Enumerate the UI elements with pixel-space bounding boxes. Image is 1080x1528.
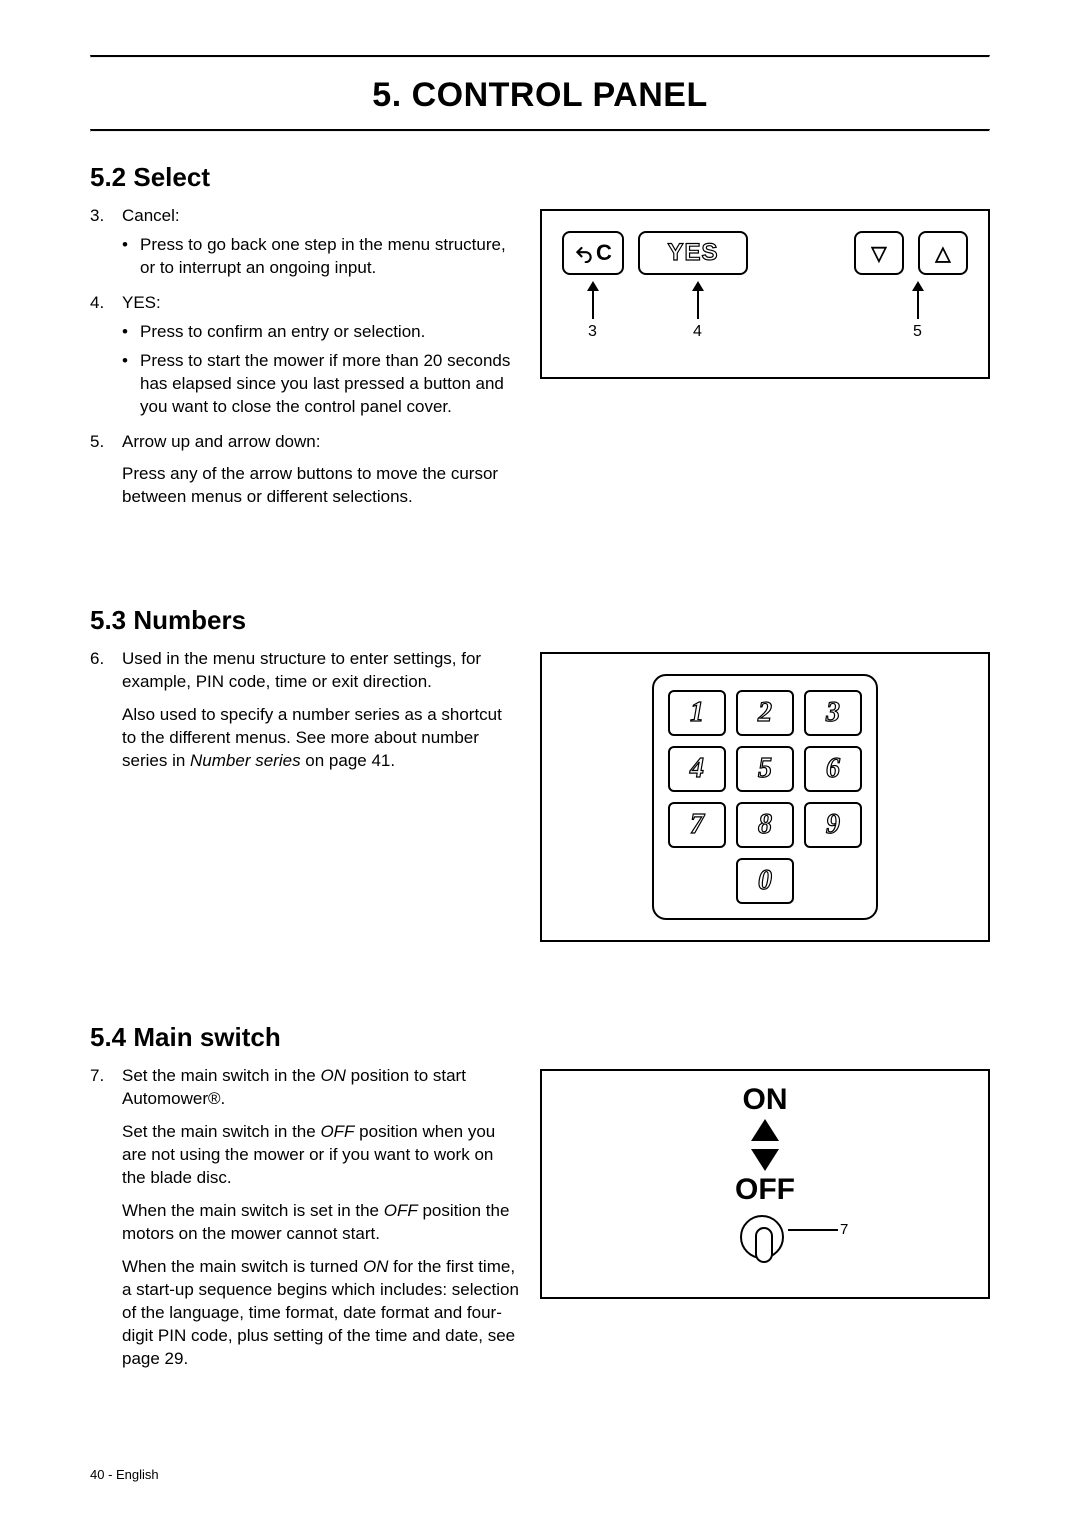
callout-arrow	[592, 289, 594, 319]
arrow-up-icon	[751, 1119, 779, 1141]
cancel-button-graphic: C	[562, 231, 624, 275]
keypad-key-4: 4	[668, 746, 726, 792]
list-item-3: 3. Cancel: • Press to go back one step i…	[90, 205, 520, 286]
heading-select: 5.2 Select	[90, 162, 990, 193]
figure-select-buttons: C YES ▽ △ 3 4	[540, 209, 990, 379]
bullet: • Press to start the mower if more than …	[122, 350, 520, 419]
callout-line	[788, 1229, 838, 1231]
text-run-italic: ON	[363, 1257, 389, 1276]
select-figure-col: C YES ▽ △ 3 4	[540, 205, 990, 379]
item-number: 6.	[90, 648, 122, 783]
numbers-text-col: 6. Used in the menu structure to enter s…	[90, 648, 520, 789]
page: 5. CONTROL PANEL 5.2 Select 3. Cancel: •…	[0, 0, 1080, 1522]
keypad-key-2: 2	[736, 690, 794, 736]
page-title: 5. CONTROL PANEL	[90, 76, 990, 115]
item-para-3: When the main switch is set in the OFF p…	[122, 1200, 520, 1246]
text-run: on page 41.	[301, 751, 396, 770]
section-numbers: 6. Used in the menu structure to enter s…	[90, 648, 990, 942]
text-run-italic: ON	[320, 1066, 346, 1085]
text-run-italic: OFF	[320, 1122, 354, 1141]
bullet-text: Press to go back one step in the menu st…	[140, 234, 520, 280]
bullet-dot: •	[122, 350, 140, 419]
top-rule	[90, 55, 990, 58]
item-label: YES:	[122, 293, 161, 312]
arrow-down-icon	[751, 1149, 779, 1171]
yes-label: YES	[667, 239, 718, 267]
item-para-2: Also used to specify a number series as …	[122, 704, 520, 773]
keypad-key-8: 8	[736, 802, 794, 848]
list-item-6: 6. Used in the menu structure to enter s…	[90, 648, 520, 783]
bullet-text: Press to start the mower if more than 20…	[140, 350, 520, 419]
off-label: OFF	[735, 1175, 795, 1205]
text-run: When the main switch is turned	[122, 1257, 363, 1276]
section-mainswitch: 7. Set the main switch in the ON positio…	[90, 1065, 990, 1386]
arrow-down-icon: ▽	[871, 241, 886, 266]
item-para-4: When the main switch is turned ON for th…	[122, 1256, 520, 1371]
title-rule	[90, 129, 990, 132]
figure-main-switch: ON OFF 7	[540, 1069, 990, 1299]
text-run: Set the main switch in the	[122, 1122, 320, 1141]
keypad-key-1: 1	[668, 690, 726, 736]
keypad-key-3: 3	[804, 690, 862, 736]
keypad-key-5: 5	[736, 746, 794, 792]
keypad-key-6: 6	[804, 746, 862, 792]
list-item-4: 4. YES: • Press to confirm an entry or s…	[90, 292, 520, 425]
select-text-col: 3. Cancel: • Press to go back one step i…	[90, 205, 520, 525]
bullet-dot: •	[122, 234, 140, 280]
cancel-c-label: C	[596, 240, 612, 266]
text-run: When the main switch is set in the	[122, 1201, 384, 1220]
callout-label-7: 7	[840, 1221, 848, 1238]
keypad-frame: 1 2 3 4 5 6 7 8 9 0	[652, 674, 878, 920]
callout-arrow	[917, 289, 919, 319]
keypad-key-0: 0	[736, 858, 794, 904]
text-run-italic: Number series	[190, 751, 301, 770]
item-number: 4.	[90, 292, 122, 425]
item-number: 5.	[90, 431, 122, 520]
switch-graphic: 7	[740, 1215, 790, 1265]
switch-knob	[755, 1227, 773, 1263]
arrow-down-button-graphic: ▽	[854, 231, 904, 275]
item-para-2: Set the main switch in the OFF position …	[122, 1121, 520, 1190]
item-label: Cancel:	[122, 206, 180, 225]
item-number: 7.	[90, 1065, 122, 1380]
mainswitch-text-col: 7. Set the main switch in the ON positio…	[90, 1065, 520, 1386]
bullet-dot: •	[122, 321, 140, 344]
item-para-1: Used in the menu structure to enter sett…	[122, 649, 481, 691]
numbers-figure-col: 1 2 3 4 5 6 7 8 9 0	[540, 648, 990, 942]
list-item-7: 7. Set the main switch in the ON positio…	[90, 1065, 520, 1380]
bullet: • Press to go back one step in the menu …	[122, 234, 520, 280]
item-number: 3.	[90, 205, 122, 286]
list-item-5: 5. Arrow up and arrow down: Press any of…	[90, 431, 520, 520]
item-para: Press any of the arrow buttons to move t…	[122, 463, 520, 509]
bullet-text: Press to confirm an entry or selection.	[140, 321, 520, 344]
callout-label-4: 4	[693, 323, 702, 341]
yes-button-graphic: YES	[638, 231, 748, 275]
keypad-key-7: 7	[668, 802, 726, 848]
arrow-up-icon: △	[935, 241, 950, 266]
item-label: Arrow up and arrow down:	[122, 432, 320, 451]
back-arrow-icon	[574, 243, 594, 263]
item-para-1: Set the main switch in the ON position t…	[122, 1065, 520, 1111]
page-footer: 40 - English	[90, 1467, 990, 1482]
bullet: • Press to confirm an entry or selection…	[122, 321, 520, 344]
on-label: ON	[743, 1085, 788, 1115]
figure-keypad: 1 2 3 4 5 6 7 8 9 0	[540, 652, 990, 942]
arrow-up-button-graphic: △	[918, 231, 968, 275]
callout-label-3: 3	[588, 323, 597, 341]
text-run-italic: OFF	[384, 1201, 418, 1220]
keypad-key-9: 9	[804, 802, 862, 848]
heading-mainswitch: 5.4 Main switch	[90, 1022, 990, 1053]
section-select: 3. Cancel: • Press to go back one step i…	[90, 205, 990, 525]
heading-numbers: 5.3 Numbers	[90, 605, 990, 636]
text-run: Set the main switch in the	[122, 1066, 320, 1085]
mainswitch-figure-col: ON OFF 7	[540, 1065, 990, 1299]
callout-arrow	[697, 289, 699, 319]
callout-label-5: 5	[913, 323, 922, 341]
